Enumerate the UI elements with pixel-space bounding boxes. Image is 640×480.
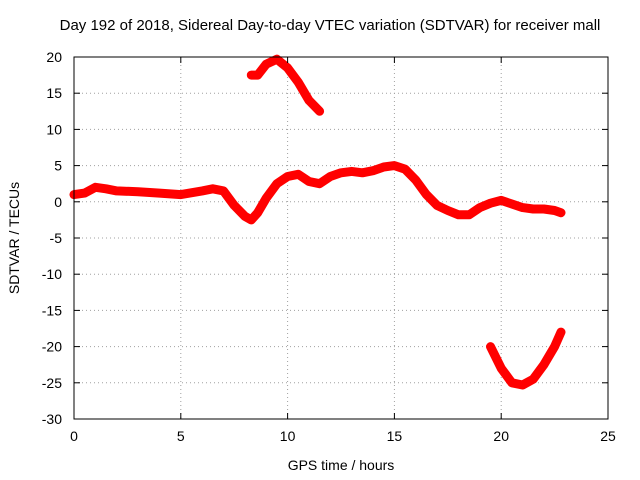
y-tick-label: -15 bbox=[42, 302, 62, 318]
x-axis-label: GPS time / hours bbox=[288, 457, 395, 473]
y-tick-label: 0 bbox=[54, 194, 62, 210]
series-main-point bbox=[530, 206, 537, 213]
series-main-point bbox=[498, 197, 505, 204]
series-main-point bbox=[295, 171, 302, 178]
y-tick-label: -30 bbox=[42, 411, 62, 427]
series-main-point bbox=[540, 206, 547, 213]
series-main-point bbox=[284, 173, 291, 180]
series-low-point bbox=[498, 365, 505, 372]
series-main-point bbox=[444, 207, 451, 214]
y-tick-label: -10 bbox=[42, 266, 62, 282]
series-high-point bbox=[263, 61, 270, 68]
series-main-point bbox=[487, 200, 494, 207]
series-main-point bbox=[177, 191, 184, 198]
series-main-point bbox=[199, 187, 206, 194]
y-tick-label: -5 bbox=[50, 230, 63, 246]
y-tick-label: 15 bbox=[46, 85, 62, 101]
y-tick-label: 10 bbox=[46, 121, 62, 137]
series-main-point bbox=[434, 202, 441, 209]
series-main-point bbox=[103, 185, 110, 192]
x-tick-label: 25 bbox=[600, 428, 616, 444]
series-high-point bbox=[295, 79, 302, 86]
series-main-point bbox=[92, 184, 99, 191]
series-low-point bbox=[530, 376, 537, 383]
series-low-point bbox=[487, 343, 494, 350]
series-low-point bbox=[558, 329, 565, 336]
series-main-point bbox=[508, 200, 515, 207]
grid bbox=[74, 57, 608, 419]
series-main-point bbox=[348, 168, 355, 175]
series-main-point bbox=[156, 190, 163, 197]
chart-title: Day 192 of 2018, Sidereal Day-to-day VTE… bbox=[60, 17, 601, 34]
series-main-point bbox=[423, 191, 430, 198]
series-main-point bbox=[466, 211, 473, 218]
series-main-line bbox=[69, 161, 566, 225]
ticks: 0 5 10 15 20 25 -30 -25 -20 -15 -10 -5 0 5 10 15 20 bbox=[42, 49, 616, 444]
series-main-point bbox=[113, 187, 120, 194]
series-main-point bbox=[305, 178, 312, 185]
series-main-point bbox=[273, 180, 280, 187]
series-main-point bbox=[81, 190, 88, 197]
series-main-point bbox=[338, 169, 344, 176]
series-main-point bbox=[370, 167, 377, 174]
series-main-point bbox=[558, 209, 565, 216]
series-main-point bbox=[316, 180, 323, 187]
series-high-point bbox=[254, 72, 261, 79]
series-low-point bbox=[540, 361, 547, 368]
y-tick-label: 5 bbox=[54, 158, 62, 174]
series-high-point bbox=[273, 56, 280, 63]
series-main-point bbox=[209, 185, 216, 192]
series-main-point bbox=[551, 207, 558, 214]
series-main-point bbox=[412, 177, 419, 184]
series-high-point bbox=[305, 97, 312, 104]
series-main-point bbox=[391, 162, 398, 169]
series-main-point bbox=[476, 204, 483, 211]
y-tick-label: -25 bbox=[42, 375, 62, 391]
series-low-point bbox=[551, 343, 558, 350]
x-tick-label: 10 bbox=[280, 428, 296, 444]
series-main-point bbox=[359, 169, 366, 176]
series-main-point bbox=[402, 166, 409, 173]
x-tick-label: 15 bbox=[387, 428, 403, 444]
series-main-point bbox=[220, 187, 227, 194]
y-axis-label: SDTVAR / TECUs bbox=[6, 182, 22, 294]
series-main-point bbox=[380, 164, 387, 171]
x-tick-label: 0 bbox=[70, 428, 78, 444]
x-tick-label: 20 bbox=[493, 428, 509, 444]
series-main-point bbox=[241, 213, 248, 220]
series-high-point bbox=[284, 64, 291, 71]
series-main-point bbox=[263, 195, 270, 202]
series-layer bbox=[69, 54, 566, 390]
series-main-point bbox=[327, 173, 334, 180]
series-high-point bbox=[316, 108, 323, 115]
y-tick-label: -20 bbox=[42, 339, 62, 355]
series-main-point bbox=[248, 216, 255, 223]
y-tick-label: 20 bbox=[46, 49, 62, 65]
series-main-point bbox=[231, 202, 238, 209]
series-main-point bbox=[254, 209, 261, 216]
series-low-point bbox=[508, 379, 515, 386]
series-main-point bbox=[519, 204, 526, 211]
series-low-point bbox=[519, 381, 526, 388]
x-tick-label: 5 bbox=[177, 428, 185, 444]
series-main-point bbox=[455, 211, 462, 218]
series-high-point bbox=[248, 72, 255, 79]
series-main-point bbox=[135, 188, 142, 195]
